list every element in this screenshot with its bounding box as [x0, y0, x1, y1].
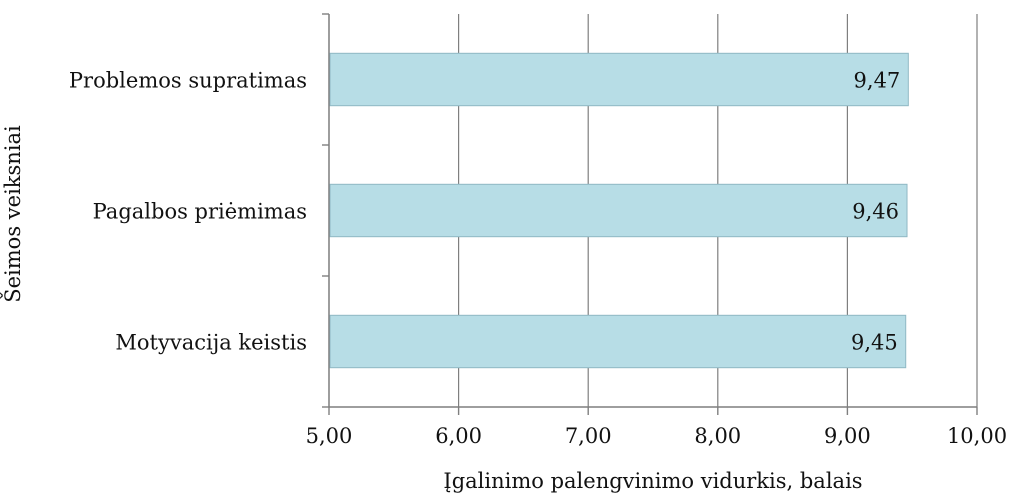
y-axis-title: Šeimos veiksniai: [0, 125, 25, 303]
bar: [329, 314, 907, 369]
x-tick-label: 9,00: [824, 424, 871, 448]
x-tick-label: 5,00: [306, 424, 353, 448]
labels: 5,00 6,00 7,00 8,00 9,00 10,00 9,47 Problemos s…: [69, 69, 1007, 449]
x-tick-label: 8,00: [694, 424, 741, 448]
category-label: Problemos supratimas: [69, 69, 307, 93]
bar: [329, 183, 908, 238]
axes: [322, 13, 978, 415]
x-tick-label: 10,00: [947, 424, 1007, 448]
category-label: Motyvacija keistis: [115, 331, 307, 355]
bars: [329, 52, 909, 369]
bar: [329, 52, 909, 107]
x-tick-label: 6,00: [435, 424, 482, 448]
x-tick-label: 7,00: [565, 424, 612, 448]
x-axis-title: Įgalinimo palengvinimo vidurkis, balais: [443, 469, 862, 493]
data-label: 9,45: [851, 331, 898, 355]
data-label: 9,47: [854, 69, 901, 93]
data-label: 9,46: [852, 200, 899, 224]
category-label: Pagalbos priėmimas: [93, 200, 307, 224]
